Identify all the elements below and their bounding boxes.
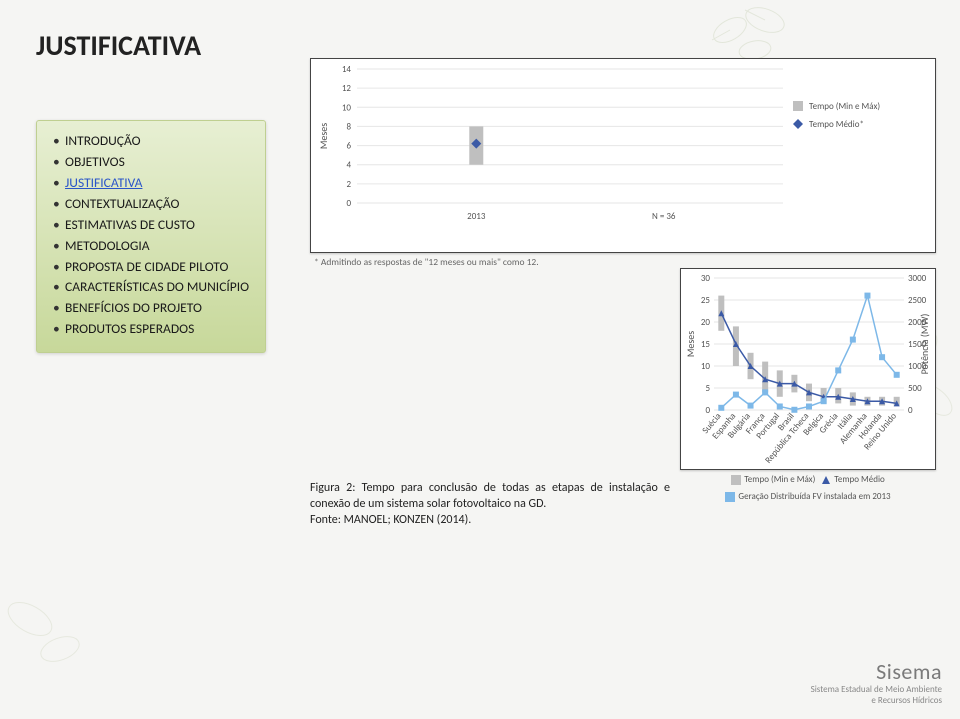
figure-caption: Figura 2: Tempo para conclusão de todas … (310, 480, 670, 529)
figcaption-source: Fonte: MANOEL; KONZEN (2014). (310, 512, 670, 528)
nav-item[interactable]: BENEFÍCIOS DO PROJETO (55, 298, 253, 319)
svg-text:5: 5 (705, 383, 710, 394)
svg-text:25: 25 (701, 295, 711, 306)
svg-text:3000: 3000 (908, 273, 927, 284)
svg-text:8: 8 (346, 121, 351, 132)
svg-text:0: 0 (346, 198, 351, 209)
svg-text:15: 15 (701, 339, 711, 350)
svg-text:2500: 2500 (908, 295, 927, 306)
svg-text:20: 20 (701, 317, 711, 328)
svg-text:2: 2 (346, 179, 351, 190)
chart-tempo-paises: 051015202530050010001500200025003000Mese… (680, 268, 936, 470)
svg-text:2013: 2013 (467, 211, 486, 222)
chart-tempo-brasil: 0 2 4 6 8 10 12 14 Meses 2013 N = 36 Tempo (Min e M… (310, 58, 936, 253)
sisema-wordmark: Sisema (811, 658, 942, 685)
svg-text:4: 4 (346, 160, 351, 171)
chart1-footnote: * Admitindo as respostas de "12 meses ou… (314, 256, 539, 268)
svg-text:10: 10 (701, 361, 711, 372)
nav-item[interactable]: CONTEXTUALIZAÇÃO (55, 194, 253, 215)
sisema-sub2: e Recursos Hídricos (811, 696, 942, 707)
svg-text:30: 30 (701, 273, 711, 284)
nav-item[interactable]: PROPOSTA DE CIDADE PILOTO (55, 257, 253, 278)
page-title: JUSTIFICATIVA (36, 28, 201, 63)
svg-text:10: 10 (342, 102, 352, 113)
svg-text:Tempo (Min e Máx): Tempo (Min e Máx) (809, 101, 880, 112)
svg-text:12: 12 (342, 83, 352, 94)
svg-text:N = 36: N = 36 (652, 211, 676, 222)
svg-text:500: 500 (908, 383, 922, 394)
nav-item[interactable]: OBJETIVOS (55, 152, 253, 173)
nav-sidebar: INTRODUÇÃOOBJETIVOSJUSTIFICATIVACONTEXTU… (36, 120, 266, 353)
nav-item[interactable]: JUSTIFICATIVA (55, 173, 253, 194)
chart2-legend: Tempo (Min e Máx)Tempo MédioGeração Dist… (680, 474, 936, 502)
svg-text:Potência (MW): Potência (MW) (918, 314, 931, 375)
leaf-decoration (0, 559, 110, 679)
nav-item[interactable]: INTRODUÇÃO (55, 131, 253, 152)
svg-text:Tempo Médio*: Tempo Médio* (809, 119, 864, 130)
svg-text:0: 0 (908, 405, 913, 416)
svg-text:6: 6 (346, 141, 351, 152)
nav-item[interactable]: METODOLOGIA (55, 236, 253, 257)
svg-text:Meses: Meses (317, 123, 330, 149)
svg-text:0: 0 (705, 405, 710, 416)
nav-item[interactable]: PRODUTOS ESPERADOS (55, 319, 253, 340)
svg-text:Meses: Meses (684, 331, 697, 357)
sisema-logo: Sisema Sistema Estadual de Meio Ambiente… (811, 658, 942, 707)
nav-item[interactable]: ESTIMATIVAS DE CUSTO (55, 215, 253, 236)
svg-text:14: 14 (342, 64, 352, 75)
nav-item[interactable]: CARACTERÍSTICAS DO MUNICÍPIO (55, 277, 253, 298)
figcaption-text: Figura 2: Tempo para conclusão de todas … (310, 481, 670, 511)
